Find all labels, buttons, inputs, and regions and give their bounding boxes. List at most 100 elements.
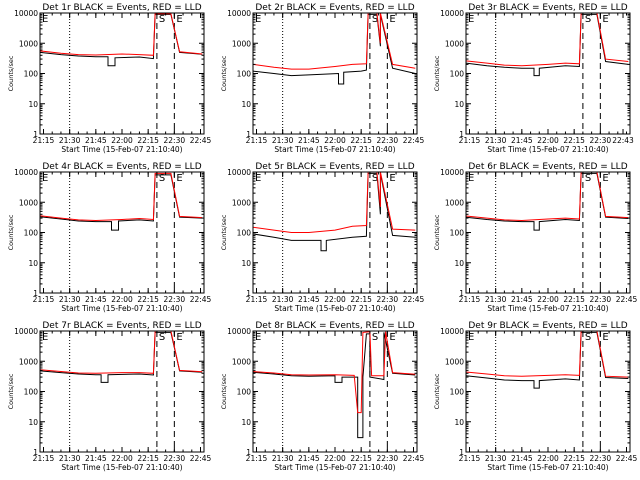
y-tick-label: 1 [246,130,251,139]
y-tick-label: 100 [237,229,252,238]
y-tick-label: 10 [241,418,251,427]
y-tick-label: 10000 [440,168,464,177]
plot-frame [465,12,631,135]
y-tick-label: 10000 [440,9,464,18]
events-series-line [465,331,629,389]
marker-label: E [255,332,261,343]
marker-label: E [42,173,48,184]
x-tick-label: 21:15 [246,295,268,304]
x-tick-label: 22:30 [377,136,399,145]
x-tick-label: 21:30 [272,136,294,145]
y-tick-label: 1000 [232,39,251,48]
y-tick-label: 1000 [445,198,464,207]
x-tick-label: 21:15 [459,295,481,304]
events-series-line [252,332,416,439]
plot-frame [39,12,205,135]
events-series-line [465,13,629,77]
x-tick-label: 22:15 [350,136,372,145]
y-tick-label: 1 [459,289,464,298]
x-axis-label: Start Time (15-Feb-07 21:10:40) [487,145,608,154]
events-series-line [252,172,416,252]
x-tick-label: 21:30 [485,136,507,145]
x-tick-label: 22:15 [137,136,159,145]
x-tick-label: 22:43 [612,136,634,145]
x-tick-label: 22:30 [164,454,186,463]
y-axis-label: Counts/sec [220,373,228,409]
y-axis-label: Counts/sec [433,55,441,91]
y-tick-label: 1 [459,130,464,139]
lld-series-line [465,12,629,67]
x-tick-label: 21:30 [59,295,81,304]
marker-label: E [389,173,395,184]
x-tick-label: 21:15 [246,454,268,463]
x-tick-label: 22:15 [563,295,585,304]
plot-frame [465,330,631,453]
y-tick-label: 10000 [14,168,38,177]
marker-label: E [255,14,261,25]
panel-title: Det 8r BLACK = Events, RED = LLD [255,321,414,331]
y-tick-label: 1000 [232,198,251,207]
x-tick-label: 21:30 [272,454,294,463]
y-tick-label: 100 [24,229,39,238]
marker-label: E [468,14,474,25]
events-series-line [39,174,203,231]
panel-title: Det 9r BLACK = Events, RED = LLD [468,321,627,331]
plot-frame [39,330,205,453]
y-axis-label: Counts/sec [7,214,15,250]
x-axis-label: Start Time (15-Feb-07 21:10:40) [487,463,608,472]
y-tick-label: 10 [241,100,251,109]
x-tick-label: 22:15 [563,454,585,463]
y-tick-label: 1000 [445,357,464,366]
marker-label: S [159,332,165,343]
marker-label: E [42,14,48,25]
x-axis-label: Start Time (15-Feb-07 21:10:40) [61,145,182,154]
plot-frame [39,171,205,294]
x-axis-label: Start Time (15-Feb-07 21:10:40) [274,304,395,313]
x-tick-label: 22:30 [590,454,612,463]
lld-series-line [252,331,416,414]
panel-title: Det 6r BLACK = Events, RED = LLD [468,162,627,172]
marker-label: E [176,332,182,343]
x-tick-label: 22:00 [537,454,559,463]
y-tick-label: 1000 [232,357,251,366]
marker-label: S [585,14,591,25]
x-axis-label: Start Time (15-Feb-07 21:10:40) [274,145,395,154]
x-tick-label: 22:00 [324,454,346,463]
y-tick-label: 100 [450,388,465,397]
y-axis-label: Counts/sec [220,214,228,250]
lld-series-line [39,172,203,222]
x-axis-label: Start Time (15-Feb-07 21:10:40) [61,304,182,313]
x-tick-label: 21:30 [485,454,507,463]
marker-label: S [585,173,591,184]
panel-title: Det 2r BLACK = Events, RED = LLD [255,3,414,13]
y-tick-label: 10000 [227,9,251,18]
y-tick-label: 10000 [14,327,38,336]
x-tick-label: 22:15 [563,136,585,145]
y-tick-label: 1000 [19,39,38,48]
x-tick-label: 21:45 [85,136,107,145]
marker-label: S [372,173,378,184]
x-tick-label: 21:30 [59,136,81,145]
y-tick-label: 100 [450,229,465,238]
marker-label: S [372,14,378,25]
y-axis-label: Counts/sec [7,373,15,409]
x-tick-label: 22:00 [324,295,346,304]
x-tick-label: 22:00 [537,136,559,145]
y-tick-label: 1 [246,289,251,298]
marker-label: E [42,332,48,343]
x-tick-label: 21:45 [511,295,533,304]
x-tick-label: 22:30 [590,295,612,304]
y-tick-label: 10 [454,418,464,427]
marker-label: E [176,173,182,184]
x-tick-label: 22:45 [190,136,212,145]
